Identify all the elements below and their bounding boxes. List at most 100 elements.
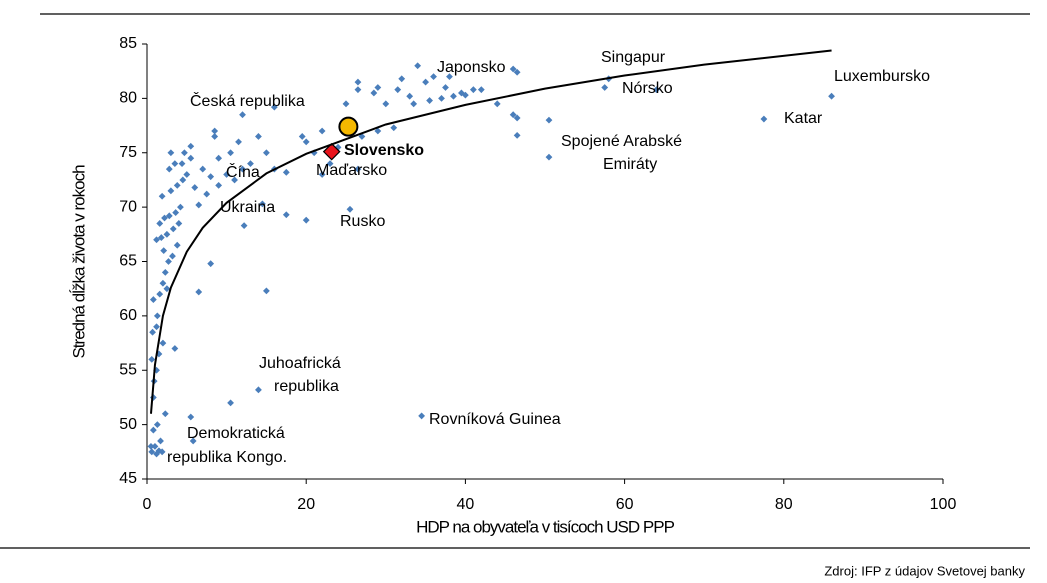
data-point [469, 86, 477, 94]
data-point [422, 78, 429, 86]
data-point [513, 68, 521, 76]
data-point [161, 268, 169, 276]
data-point [235, 138, 242, 146]
data-point [153, 312, 161, 320]
data-point [398, 75, 406, 83]
data-point [165, 258, 172, 265]
y-tick-label: 60 [119, 307, 137, 324]
data-point [153, 421, 161, 429]
data-point [187, 142, 195, 150]
highlight-point [322, 142, 341, 161]
data-point [169, 252, 176, 260]
data-point [374, 84, 382, 91]
data-point [203, 190, 211, 198]
data-point [159, 279, 167, 287]
annotation: Luxembursko [834, 68, 930, 85]
data-point [410, 100, 418, 108]
data-point [227, 149, 234, 157]
data-point [195, 201, 203, 209]
data-point [302, 216, 310, 224]
data-point [239, 111, 246, 119]
data-point [282, 211, 290, 219]
data-point [263, 287, 270, 295]
data-point [207, 173, 215, 181]
data-point [302, 138, 310, 146]
y-tick-label: 50 [119, 416, 137, 433]
data-point [513, 114, 521, 122]
data-point [161, 410, 169, 418]
data-point [181, 149, 188, 157]
annotation: republika [274, 378, 339, 395]
data-point [227, 399, 234, 407]
data-point [178, 160, 186, 168]
annotation: Emiráty [603, 156, 657, 173]
data-point [223, 171, 230, 178]
data-point [153, 323, 160, 331]
data-point [187, 154, 195, 162]
data-point [326, 160, 334, 168]
y-tick-label: 65 [119, 253, 137, 270]
data-point [406, 92, 414, 100]
source-note: Zdroj: IFP z údajov Svetovej banky [824, 563, 1025, 578]
data-point [394, 86, 402, 94]
data-point [430, 73, 437, 81]
data-point [149, 394, 157, 401]
data-point [199, 165, 207, 173]
y-tick-label: 85 [119, 35, 137, 52]
y-tick-label: 75 [119, 144, 137, 161]
data-point [165, 165, 173, 173]
data-point [153, 236, 160, 244]
data-point [414, 62, 422, 70]
annotation: Spojené Arabské [561, 133, 682, 150]
annotation: Maďarsko [316, 162, 387, 179]
data-point [239, 165, 246, 173]
data-point [509, 65, 517, 73]
data-point [173, 181, 181, 189]
data-point [545, 116, 553, 124]
data-point [270, 103, 278, 111]
data-point [172, 209, 180, 216]
data-point [169, 225, 177, 233]
data-point [653, 86, 660, 94]
annotation: Singapur [601, 49, 666, 66]
data-point [601, 84, 609, 91]
data-point [255, 386, 262, 394]
data-point [318, 171, 326, 178]
data-point [147, 442, 155, 450]
data-point [215, 181, 223, 189]
data-point [354, 86, 362, 94]
data-point [179, 176, 187, 184]
annotation: republika Kongo. [167, 449, 287, 466]
data-point [418, 412, 426, 420]
data-point [450, 92, 457, 100]
data-point [346, 205, 354, 213]
data-point [149, 328, 156, 336]
data-point [175, 220, 183, 227]
data-point [173, 241, 181, 249]
annotation: Slovensko [344, 142, 424, 159]
data-point [446, 73, 453, 81]
data-point [187, 413, 195, 421]
data-point [158, 192, 166, 200]
y-tick-label: 80 [119, 90, 137, 107]
x-tick-label: 20 [297, 496, 315, 513]
data-point [240, 222, 248, 230]
data-point [159, 339, 167, 347]
annotation: Rovníková Guinea [429, 411, 561, 428]
data-point [191, 184, 199, 191]
y-tick-label: 55 [119, 361, 137, 378]
data-point [255, 133, 262, 140]
data-point [151, 442, 159, 450]
data-point [438, 94, 445, 102]
x-tick-label: 40 [457, 496, 475, 513]
trend-line [149, 49, 832, 414]
data-point [354, 165, 362, 173]
data-point [828, 92, 835, 100]
data-point [167, 187, 175, 195]
data-point [374, 127, 382, 135]
data-point [211, 133, 219, 140]
data-point [183, 171, 191, 178]
data-point [370, 89, 378, 97]
